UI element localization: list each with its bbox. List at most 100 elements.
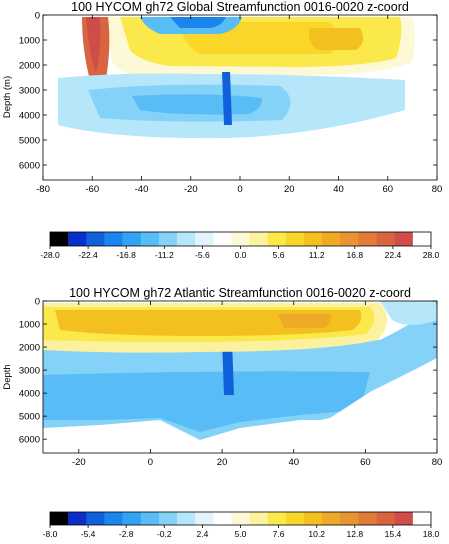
global-colorbar-swatch <box>50 232 69 246</box>
atlantic-colorbar-swatch <box>231 512 250 525</box>
atlantic-colorbar-swatch <box>285 512 305 525</box>
global-colorbar-swatch <box>213 232 232 246</box>
global-x-tick-label: 60 <box>382 184 393 195</box>
atlantic-upper-positive-hot <box>278 314 332 328</box>
atlantic-y-tick-label: 4000 <box>19 389 40 400</box>
atlantic-colorbar-label: 18.0 <box>423 529 440 539</box>
atlantic-colorbar-label: -5.4 <box>81 529 96 539</box>
atlantic-colorbar-swatch <box>68 512 87 525</box>
global-colorbar-swatch <box>177 232 196 246</box>
atlantic-colorbar-swatch <box>50 512 69 525</box>
atlantic-colorbar-swatch <box>140 512 160 525</box>
global-colorbar-swatch <box>340 232 359 246</box>
atlantic-colorbar-swatch <box>177 512 196 525</box>
atlantic-colorbar-swatch <box>122 512 142 525</box>
global-colorbar-swatch <box>122 232 142 246</box>
global-bottom-topography <box>43 120 437 180</box>
atlantic-colorbar-swatch <box>267 512 287 525</box>
atlantic-colorbar-label: 7.6 <box>273 529 285 539</box>
global-colorbar-swatch <box>285 232 305 246</box>
atlantic-frame <box>42 300 438 454</box>
global-plot-area <box>43 15 437 180</box>
atlantic-y-axis-label: Depth <box>2 364 13 389</box>
global-colorbar-swatch <box>104 232 123 246</box>
global-colorbar-label: 16.8 <box>347 250 364 260</box>
atlantic-colorbar-label: 15.4 <box>385 529 402 539</box>
global-x-tick-label: 80 <box>432 184 443 195</box>
atlantic-colorbar-swatch <box>104 512 123 525</box>
global-colorbar-label: -22.4 <box>78 250 98 260</box>
global-colorbar-label: -11.2 <box>155 250 174 260</box>
global-deep-negative-core <box>132 94 262 115</box>
atlantic-bottom-topography <box>43 358 437 453</box>
atlantic-colorbar-label: -0.2 <box>157 529 172 539</box>
atlantic-y-tick-label: 1000 <box>19 320 40 331</box>
global-southern-positive-inner <box>86 17 101 72</box>
atlantic-deep-negative-mid <box>43 371 370 432</box>
atlantic-deep-narrow-core <box>222 340 234 395</box>
atlantic-x-tick-label: 40 <box>288 457 299 468</box>
global-colorbar: -28.0 -22.4 -16.8 -11.2 -5.6 0.0 5.6 11.2 16.8 22… <box>40 231 440 260</box>
atlantic-colorbar-swatch <box>195 512 214 525</box>
atlantic-y-tick-label: 2000 <box>19 343 40 354</box>
global-x-tick-label: 0 <box>237 184 242 195</box>
global-colorbar-swatch <box>376 232 396 246</box>
global-x-tick-label: -60 <box>85 184 99 195</box>
global-colorbar-swatch <box>231 232 250 246</box>
global-colorbar-swatch <box>86 232 105 246</box>
global-colorbar-swatch <box>158 232 178 246</box>
global-y-tick-label: 6000 <box>19 161 40 172</box>
atlantic-colorbar-label: 10.2 <box>308 529 325 539</box>
atlantic-colorbar: -8.0 -5.4 -2.8 -0.2 2.4 5.0 7.6 10.2 12.8 15.4 18.… <box>43 511 440 539</box>
global-y-tick-label: 2000 <box>19 61 40 72</box>
atlantic-y-tick-label: 6000 <box>19 435 40 446</box>
atlantic-colorbar-swatch <box>158 512 178 525</box>
global-y-tick-label: 5000 <box>19 136 40 147</box>
global-y-tick-label: 3000 <box>19 86 40 97</box>
global-colorbar-swatch <box>412 232 432 246</box>
global-y-axis-label: Depth (m) <box>2 76 13 118</box>
atlantic-x-tick-label: 60 <box>360 457 371 468</box>
global-colorbar-swatch <box>267 232 287 246</box>
global-axes: -80 -60 -40 -20 0 20 40 60 80 0 1000 2000 3000 4000 50… <box>19 11 442 196</box>
atlantic-colorbar-swatch <box>213 512 232 525</box>
atlantic-surface-negative <box>380 301 437 325</box>
atlantic-x-tick-label: 0 <box>148 457 153 468</box>
global-colorbar-label: 28.0 <box>423 250 440 260</box>
global-colorbar-swatch <box>322 232 341 246</box>
atlantic-colorbar-swatch <box>304 512 323 525</box>
atlantic-y-tick-label: 0 <box>35 297 40 308</box>
atlantic-colorbar-label: 5.0 <box>235 529 247 539</box>
global-upper-positive-hot <box>309 28 364 50</box>
global-colorbar-label: -28.0 <box>40 250 60 260</box>
global-colorbar-label: 22.4 <box>385 250 402 260</box>
global-colorbar-label: -16.8 <box>117 250 137 260</box>
atlantic-x-tick-label: 20 <box>217 457 228 468</box>
atlantic-colorbar-swatch <box>412 512 432 525</box>
atlantic-colorbar-label: -2.8 <box>119 529 134 539</box>
atlantic-x-tick-label: 80 <box>432 457 443 468</box>
atlantic-colorbar-label: 12.8 <box>347 529 364 539</box>
atlantic-title: 100 HYCOM gh72 Atlantic Streamfunction 0… <box>69 286 411 300</box>
global-deep-narrow-core <box>222 72 232 125</box>
global-colorbar-swatch <box>68 232 87 246</box>
global-colorbar-label: 11.2 <box>309 250 325 260</box>
atlantic-y-tick-label: 3000 <box>19 366 40 377</box>
global-y-tick-label: 1000 <box>19 36 40 47</box>
atlantic-colorbar-swatch <box>358 512 377 525</box>
atlantic-colorbar-swatch <box>340 512 359 525</box>
global-colorbar-swatch <box>304 232 323 246</box>
global-surface-negative-core <box>170 17 226 28</box>
atlantic-x-tick-label: -20 <box>72 457 86 468</box>
atlantic-colorbar-swatch <box>249 512 269 525</box>
atlantic-colorbar-swatch <box>376 512 396 525</box>
atlantic-colorbar-label: -8.0 <box>43 529 58 539</box>
global-colorbar-label: -5.6 <box>195 250 210 260</box>
global-colorbar-swatch <box>358 232 377 246</box>
global-colorbar-swatch <box>140 232 160 246</box>
atlantic-colorbar-swatch <box>322 512 341 525</box>
global-x-tick-label: 40 <box>333 184 344 195</box>
atlantic-colorbar-swatch <box>86 512 105 525</box>
atlantic-colorbar-label: 2.4 <box>196 529 208 539</box>
